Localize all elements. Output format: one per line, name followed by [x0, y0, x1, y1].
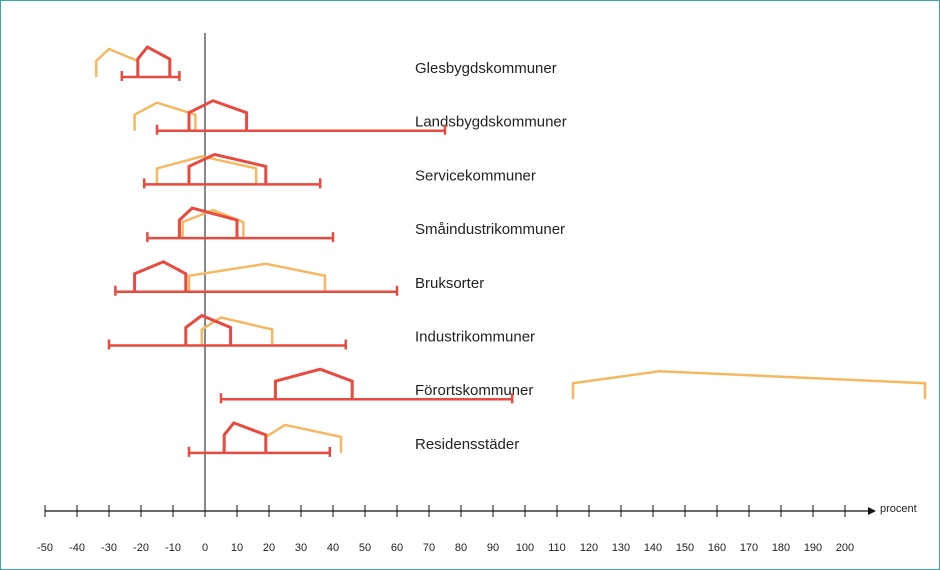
row-label: Industrikommuner [415, 328, 535, 345]
red-range [142, 178, 322, 189]
red-house [187, 99, 249, 131]
x-tick-label: 100 [516, 542, 534, 554]
orange-house [181, 208, 245, 239]
red-range [155, 124, 447, 135]
x-tick-label: 30 [295, 542, 307, 554]
x-tick-label: 140 [644, 542, 662, 554]
orange-house [571, 369, 927, 400]
x-tick-label: 0 [202, 542, 208, 554]
red-house [136, 45, 172, 77]
x-tick-label: -10 [165, 542, 181, 554]
x-tick-label: 70 [423, 542, 435, 554]
row-label: Glesbygdskommuner [415, 60, 557, 77]
orange-house [200, 316, 274, 346]
x-tick-label: 170 [740, 542, 758, 554]
red-house [177, 206, 239, 239]
x-tick-label: 180 [772, 542, 790, 554]
orange-house [133, 101, 197, 131]
x-tick-label: 160 [708, 542, 726, 554]
red-house [133, 260, 188, 292]
row-label: Bruksorter [415, 275, 484, 292]
x-tick-label: 90 [487, 542, 499, 554]
red-house [273, 367, 354, 400]
orange-house [94, 47, 140, 77]
red-range [187, 446, 332, 457]
row-label: Servicekommuner [415, 167, 536, 184]
x-tick-label: 130 [612, 542, 630, 554]
red-range [146, 232, 335, 243]
x-tick-label: -50 [37, 542, 53, 554]
red-house [187, 152, 268, 185]
red-range [114, 285, 399, 296]
x-tick-label: 80 [455, 542, 467, 554]
row-label: Landsbygdskommuner [415, 114, 567, 131]
orange-house [187, 262, 327, 292]
x-tick-label: 20 [263, 542, 275, 554]
x-tick-label: 50 [359, 542, 371, 554]
x-tick-label: -20 [133, 542, 149, 554]
axis-arrow [868, 507, 876, 515]
red-house [222, 421, 268, 453]
x-axis-label: procent [880, 503, 917, 515]
red-range [107, 339, 348, 350]
x-tick-label: 200 [836, 542, 854, 554]
red-house [184, 313, 233, 346]
x-tick-label: -30 [101, 542, 117, 554]
row-label: Residensstäder [415, 436, 519, 453]
x-tick-label: 40 [327, 542, 339, 554]
row-label: Förortskommuner [415, 382, 533, 399]
x-tick-label: 150 [676, 542, 694, 554]
row-label: Småindustrikommuner [415, 221, 565, 238]
x-tick-label: 110 [548, 542, 566, 554]
x-tick-label: 120 [580, 542, 598, 554]
x-tick-label: -40 [69, 542, 85, 554]
x-tick-label: 10 [231, 542, 243, 554]
x-tick-label: 60 [391, 542, 403, 554]
red-range [219, 393, 514, 404]
orange-house [155, 155, 258, 185]
x-tick-label: 190 [804, 542, 822, 554]
